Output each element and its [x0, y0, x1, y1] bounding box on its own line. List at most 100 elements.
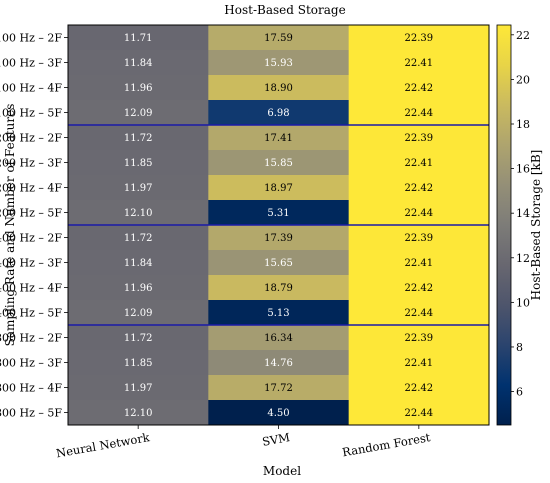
cell-value-label: 4.50 [267, 408, 289, 419]
heatmap-cell [68, 175, 209, 201]
heatmap-cell [208, 75, 350, 101]
cell-value-label: 11.85 [124, 158, 153, 169]
heatmap-cell [208, 250, 350, 276]
heatmap-cell [348, 375, 490, 401]
x-axis-label: Model [263, 464, 301, 478]
heatmap-cell [68, 275, 209, 301]
heatmap-cell [68, 400, 209, 426]
heatmap-cell [348, 200, 490, 226]
row-label: 400 Hz – 2F [0, 232, 62, 245]
cell-value-label: 17.41 [264, 133, 293, 144]
row-label: 100 Hz – 4F [0, 82, 62, 95]
cell-value-label: 11.97 [124, 183, 153, 194]
heatmap-cell [208, 400, 350, 426]
cell-value-label: 14.76 [264, 358, 293, 369]
cell-value-label: 12.09 [124, 308, 153, 319]
cell-value-label: 22.44 [405, 108, 434, 119]
cell-value-label: 11.71 [124, 33, 153, 44]
colorbar-tick-label: 12 [516, 252, 530, 265]
cell-value-label: 16.34 [264, 333, 293, 344]
cell-value-label: 17.59 [264, 33, 293, 44]
row-label: 100 Hz – 2F [0, 32, 62, 45]
heatmap-cell [348, 350, 490, 376]
heatmap-cell [68, 125, 209, 151]
row-label: 800 Hz – 3F [0, 357, 62, 370]
row-label: 200 Hz – 2F [0, 132, 62, 145]
cell-value-label: 11.96 [124, 83, 153, 94]
column-label: Random Forest [341, 430, 432, 459]
colorbar-tick-label: 6 [516, 386, 523, 399]
heatmap-cell [208, 300, 350, 326]
cell-value-label: 17.72 [264, 383, 293, 394]
heatmap-cells: 11.71 17.59 22.39 11.84 15.93 22.41 11.96 18.90… [68, 25, 490, 426]
row-label: 100 Hz – 3F [0, 57, 62, 70]
colorbar-tick-label: 14 [516, 207, 530, 220]
colorbar-tick-label: 20 [516, 73, 530, 86]
cell-value-label: 12.10 [124, 208, 153, 219]
heatmap-cell [68, 250, 209, 276]
cell-value-label: 5.31 [267, 208, 289, 219]
heatmap-cell [208, 350, 350, 376]
cell-value-label: 15.65 [264, 258, 293, 269]
cell-value-label: 12.09 [124, 108, 153, 119]
row-label: 200 Hz – 3F [0, 157, 62, 170]
cell-value-label: 15.93 [264, 58, 293, 69]
colorbar-ticks: 6 8 10 12 14 16 18 20 22 [511, 29, 530, 399]
heatmap-cell [68, 225, 209, 251]
heatmap-cell [348, 25, 490, 51]
cell-value-label: 18.79 [264, 283, 293, 294]
cell-value-label: 5.13 [267, 308, 289, 319]
cell-value-label: 11.72 [124, 133, 153, 144]
heatmap-cell [348, 300, 490, 326]
heatmap-cell [208, 375, 350, 401]
chart-title: Host-Based Storage [224, 3, 345, 17]
heatmap-cell [208, 325, 350, 351]
column-label: SVM [261, 430, 291, 449]
group-separators [68, 124, 489, 326]
heatmap-cell [208, 150, 350, 176]
heatmap-cell [348, 75, 490, 101]
heatmap-cell [208, 275, 350, 301]
cell-value-label: 22.42 [405, 383, 434, 394]
heatmap-cell [68, 350, 209, 376]
heatmap-cell [348, 50, 490, 76]
heatmap-cell [348, 225, 490, 251]
cell-value-label: 22.44 [405, 408, 434, 419]
cell-value-label: 22.44 [405, 208, 434, 219]
heatmap-cell [68, 375, 209, 401]
heatmap-cell [348, 150, 490, 176]
heatmap-cell [208, 175, 350, 201]
cell-value-label: 22.41 [405, 158, 434, 169]
colorbar-tick-label: 8 [516, 341, 523, 354]
row-label: 200 Hz – 4F [0, 182, 62, 195]
cell-value-label: 22.41 [405, 58, 434, 69]
heatmap-cell [68, 25, 209, 51]
cell-value-label: 22.42 [405, 83, 434, 94]
heatmap-cell [208, 25, 350, 51]
row-label: 800 Hz – 4F [0, 382, 62, 395]
cell-value-label: 11.72 [124, 233, 153, 244]
cell-value-label: 22.39 [405, 33, 434, 44]
heatmap-cell [348, 100, 490, 126]
heatmap-cell [208, 125, 350, 151]
cell-value-label: 11.84 [124, 58, 153, 69]
cell-value-label: 22.44 [405, 308, 434, 319]
heatmap-cell [68, 300, 209, 326]
colorbar-tick-label: 16 [516, 163, 530, 176]
cell-value-label: 11.97 [124, 383, 153, 394]
colorbar-tick-label: 18 [516, 118, 530, 131]
heatmap-cell [68, 75, 209, 101]
heatmap-cell [348, 125, 490, 151]
cell-value-label: 22.42 [405, 283, 434, 294]
heatmap-cell [208, 100, 350, 126]
y-axis-label: Sampling Rate and Number of Features [3, 104, 17, 347]
heatmap-cell [348, 175, 490, 201]
cell-value-label: 11.84 [124, 258, 153, 269]
cell-value-label: 22.41 [405, 358, 434, 369]
heatmap-cell [68, 50, 209, 76]
heatmap-cell [68, 325, 209, 351]
cell-value-label: 18.97 [264, 183, 293, 194]
heatmap-cell [208, 50, 350, 76]
row-label: 400 Hz – 5F [0, 307, 62, 320]
cell-value-label: 22.39 [405, 133, 434, 144]
